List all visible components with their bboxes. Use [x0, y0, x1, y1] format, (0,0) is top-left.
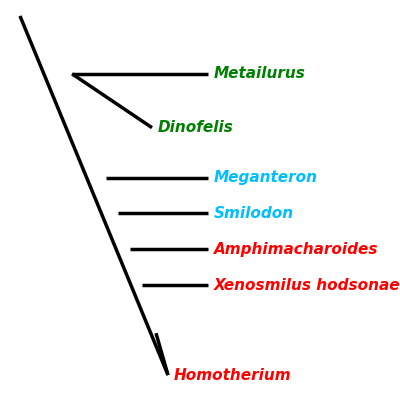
- Text: Amphimacharoides: Amphimacharoides: [214, 242, 378, 257]
- Text: Metailurus: Metailurus: [214, 66, 306, 81]
- Text: Homotherium: Homotherium: [174, 367, 292, 383]
- Text: Smilodon: Smilodon: [214, 206, 294, 221]
- Text: Xenosmilus hodsonae: Xenosmilus hodsonae: [214, 278, 400, 293]
- Text: Dinofelis: Dinofelis: [158, 120, 234, 135]
- Text: Meganteron: Meganteron: [214, 170, 318, 185]
